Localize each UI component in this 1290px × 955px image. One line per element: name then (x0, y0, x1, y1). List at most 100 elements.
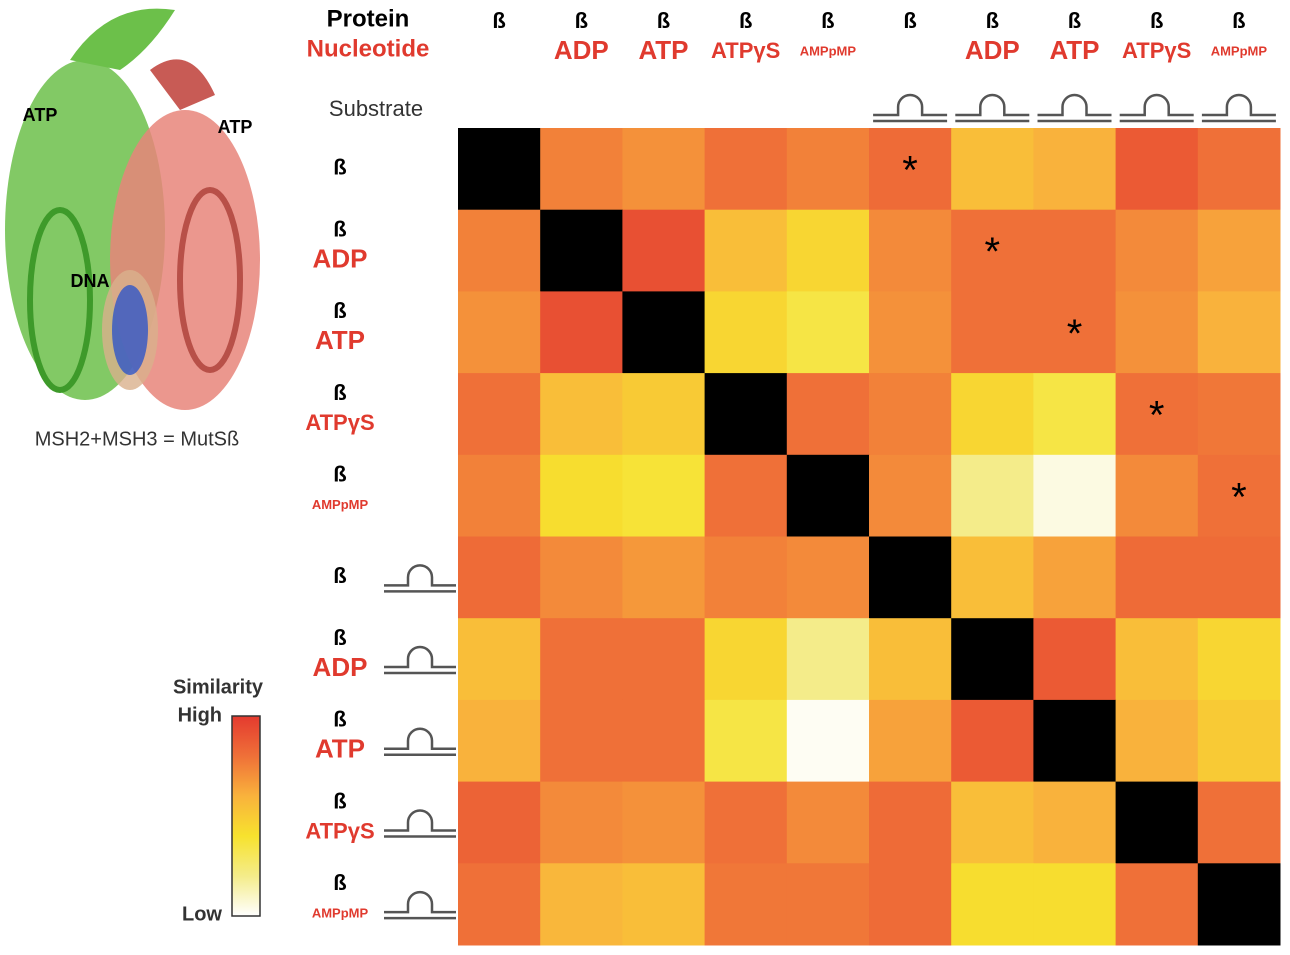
diagonal-cell (1033, 699, 1117, 783)
substrate-symbol (1037, 93, 1112, 123)
column-protein: ß (1232, 8, 1245, 33)
row-protein: ß (333, 625, 346, 650)
column-protein: ß (1068, 8, 1081, 33)
heatmap-cell (1033, 454, 1117, 537)
row-nucleotide: ADP (313, 652, 368, 682)
protein-header: Protein (327, 5, 410, 32)
column-nucleotide: ADP (965, 35, 1020, 65)
diagonal-cell (1197, 863, 1281, 946)
row-protein: ß (333, 155, 346, 180)
row-protein: ß (333, 461, 346, 486)
heatmap-cell (540, 618, 623, 701)
heatmap-cell (540, 781, 623, 864)
structure-label: ATP (23, 105, 58, 125)
heatmap-cell (869, 618, 952, 701)
column-protein: ß (903, 8, 916, 33)
row-nucleotide: ATP (315, 325, 365, 355)
heatmap-cell (458, 209, 541, 292)
row-protein: ß (333, 563, 346, 588)
substrate-symbol (384, 890, 456, 920)
heatmap-cell (786, 699, 870, 783)
substrate-symbol (384, 645, 456, 675)
column-protein: ß (492, 8, 505, 33)
column-nucleotide: ATP (638, 35, 688, 65)
heatmap-cell (704, 536, 788, 619)
heatmap-cell (540, 699, 623, 783)
nucleotide-header: Nucleotide (307, 35, 430, 62)
heatmap-cell (622, 373, 706, 456)
heatmap-cell (1197, 536, 1281, 619)
column-nucleotide: ATPγS (711, 38, 780, 63)
heatmap-cell (622, 536, 706, 619)
heatmap-cell (458, 536, 541, 619)
column-protein: ß (986, 8, 999, 33)
row-protein: ß (333, 380, 346, 405)
row-nucleotide: AMPpMP (312, 497, 369, 512)
heatmap-cell (1197, 128, 1281, 211)
heatmap-cell (1197, 781, 1281, 864)
heatmap-cell (869, 699, 952, 783)
column-nucleotide: AMPpMP (800, 43, 857, 58)
diagonal-cell (704, 373, 788, 456)
heatmap-cell (458, 291, 541, 374)
heatmap-cell (1115, 373, 1199, 456)
heatmap-cell (540, 536, 623, 619)
heatmap-cell (869, 373, 952, 456)
heatmap-cell (951, 291, 1034, 374)
heatmap-cell (704, 863, 788, 946)
row-nucleotide: ADP (313, 243, 368, 273)
heatmap-cell (951, 863, 1034, 946)
substrate-symbol (384, 564, 456, 593)
asterisk: * (1067, 312, 1083, 356)
substrate-symbol (873, 93, 948, 123)
heatmap-cell (1197, 291, 1281, 374)
row-protein: ß (333, 870, 346, 895)
heatmap-cell (786, 618, 870, 701)
heatmap-cell (1115, 209, 1199, 292)
asterisk: * (902, 148, 918, 192)
column-protein: ß (575, 8, 588, 33)
heatmap-cell (951, 536, 1034, 619)
column-protein: ß (1150, 8, 1163, 33)
row-protein: ß (333, 298, 346, 323)
row-protein: ß (333, 788, 346, 813)
heatmap-cell (622, 618, 706, 701)
heatmap-cell (1115, 536, 1199, 619)
heatmap-cell (458, 699, 541, 783)
column-nucleotide: AMPpMP (1211, 43, 1268, 58)
heatmap-cell (540, 454, 623, 537)
heatmap-cell (704, 699, 788, 783)
heatmap-cell (540, 373, 623, 456)
substrate-symbol (384, 809, 456, 838)
diagonal-cell (458, 128, 541, 211)
heatmap-cell (458, 373, 541, 456)
heatmap-cell (704, 781, 788, 864)
structure-label: DNA (71, 271, 110, 291)
row-protein: ß (333, 216, 346, 241)
diagonal-cell (951, 618, 1034, 701)
heatmap-cell (622, 863, 706, 946)
heatmap-cell (1197, 618, 1281, 701)
heatmap-cell (786, 373, 870, 456)
column-protein: ß (821, 8, 834, 33)
heatmap-cell (540, 128, 623, 211)
heatmap-cell (786, 536, 870, 619)
heatmap-cell (951, 209, 1034, 292)
heatmap-cell (869, 209, 952, 292)
heatmap-cell (1115, 454, 1199, 537)
heatmap-cell (458, 454, 541, 537)
heatmap-cell (1033, 209, 1117, 292)
heatmap-cell (1197, 373, 1281, 456)
column-nucleotide: ATP (1049, 35, 1099, 65)
heatmap-cell (869, 781, 952, 864)
heatmap-cell (869, 454, 952, 537)
heatmap-cell (1115, 618, 1199, 701)
heatmap-cell (1033, 536, 1117, 619)
heatmap-cell (1115, 291, 1199, 374)
heatmap-cell (458, 781, 541, 864)
heatmap-cell (540, 291, 623, 374)
heatmap-cell (951, 128, 1034, 211)
heatmap-cell (458, 618, 541, 701)
heatmap-cell (869, 291, 952, 374)
